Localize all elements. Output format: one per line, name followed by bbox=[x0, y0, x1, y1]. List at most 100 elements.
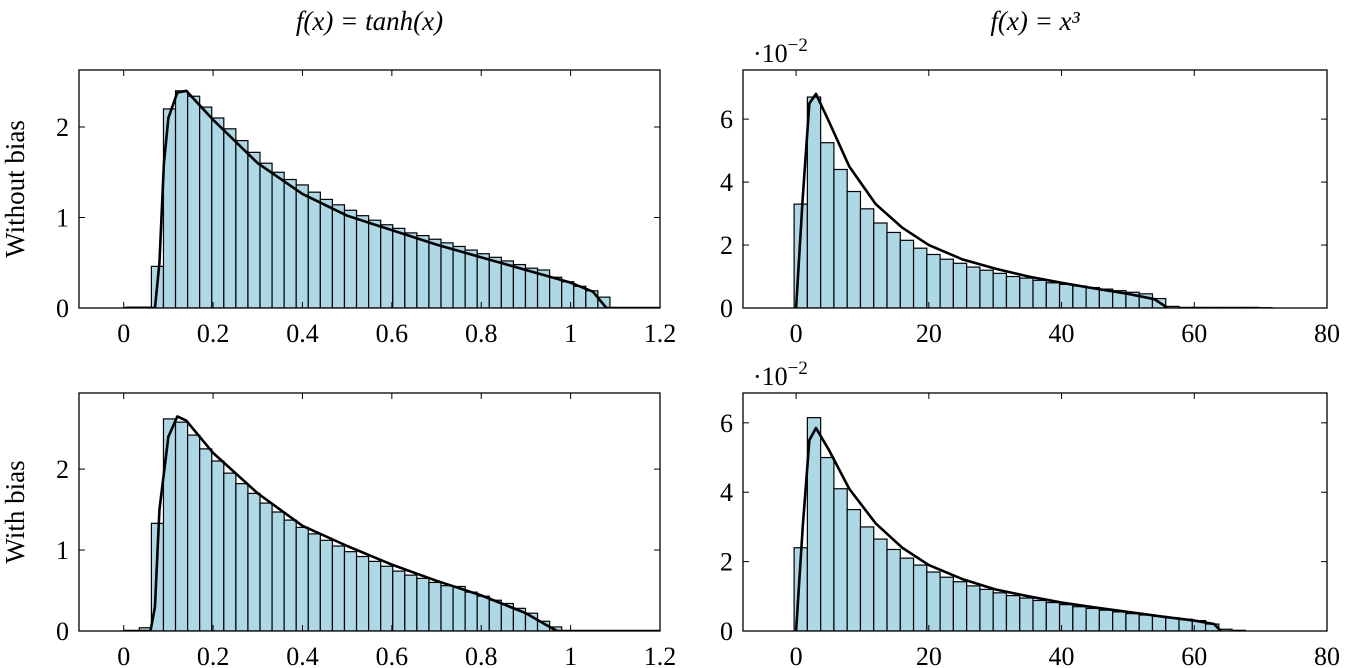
bar bbox=[512, 263, 527, 308]
bar bbox=[1085, 607, 1100, 631]
bar bbox=[561, 281, 575, 308]
x-tick-label: 1 bbox=[564, 642, 577, 668]
bar bbox=[235, 139, 249, 308]
bar bbox=[1151, 615, 1167, 631]
bar bbox=[428, 581, 442, 631]
bar bbox=[271, 511, 285, 631]
bar bbox=[307, 191, 321, 308]
bar bbox=[464, 591, 478, 631]
bar bbox=[846, 190, 862, 308]
y-tick-label: 2 bbox=[56, 455, 69, 484]
bar bbox=[452, 245, 466, 308]
bar bbox=[820, 456, 835, 631]
plot-area bbox=[793, 417, 1246, 631]
bar bbox=[899, 557, 915, 631]
bar bbox=[1045, 282, 1061, 308]
axes-frame bbox=[742, 392, 1328, 632]
bar bbox=[211, 460, 225, 631]
multiplier-base: ·10 bbox=[753, 362, 788, 391]
plot-area bbox=[123, 89, 660, 308]
bar bbox=[476, 595, 490, 631]
bar bbox=[295, 184, 309, 308]
bar bbox=[319, 198, 334, 308]
bar bbox=[886, 231, 901, 308]
bar bbox=[846, 508, 862, 631]
bar bbox=[979, 588, 994, 631]
multiplier-exponent: −2 bbox=[788, 358, 808, 379]
bar bbox=[283, 519, 297, 631]
subplot: 0 0.2 0.4 0.6 0.8 1 1.2 0 1 2 With bias bbox=[0, 392, 676, 668]
bar bbox=[992, 272, 1008, 308]
bar bbox=[307, 533, 321, 631]
x-tick-label: 0.8 bbox=[465, 319, 498, 348]
axes-frame bbox=[78, 392, 661, 632]
bar bbox=[1112, 611, 1127, 631]
bar bbox=[368, 560, 382, 631]
bar bbox=[211, 117, 225, 308]
y-tick-label: 2 bbox=[56, 113, 69, 142]
bar bbox=[416, 577, 430, 631]
bar bbox=[1005, 595, 1021, 631]
bar bbox=[452, 585, 466, 631]
bar bbox=[440, 585, 454, 631]
x-tick-label: 0.2 bbox=[197, 319, 230, 348]
x-tick-label: 60 bbox=[1181, 319, 1207, 348]
density-curve bbox=[794, 426, 1222, 631]
bar bbox=[873, 222, 888, 308]
x-tick-label: 80 bbox=[1314, 319, 1340, 348]
bar bbox=[235, 483, 249, 631]
bar bbox=[820, 142, 835, 308]
bar bbox=[283, 178, 297, 308]
bar bbox=[1032, 599, 1047, 631]
bar bbox=[597, 296, 611, 308]
bar bbox=[1019, 277, 1034, 308]
bar bbox=[187, 95, 201, 308]
x-tick-label: 0 bbox=[117, 319, 130, 348]
bar bbox=[295, 526, 309, 631]
bar bbox=[1032, 279, 1047, 308]
subplot: 0 0.2 0.4 0.6 0.8 1 1.2 0 1 2 f(x) = tanh(x) Withou… bbox=[0, 6, 676, 348]
bar bbox=[404, 232, 418, 308]
bar bbox=[331, 204, 346, 308]
bar bbox=[162, 418, 177, 631]
subplot: 0 20 40 60 80 0 2 4 6 f(x) = x³ ·10−2 bbox=[720, 6, 1340, 348]
bar bbox=[585, 290, 599, 308]
y-tick-label: 2 bbox=[720, 548, 733, 577]
bar bbox=[886, 548, 901, 631]
bar bbox=[966, 266, 981, 308]
bar bbox=[873, 538, 888, 631]
bar bbox=[859, 526, 875, 631]
subplot: 0 20 40 60 80 0 2 4 6 ·10−2 bbox=[720, 358, 1340, 668]
bar bbox=[952, 581, 968, 631]
bar bbox=[355, 555, 370, 631]
bar bbox=[806, 96, 822, 308]
y-tick-label: 0 bbox=[720, 294, 733, 323]
bar bbox=[343, 551, 358, 631]
bar bbox=[247, 492, 261, 631]
bar bbox=[464, 249, 478, 308]
x-tick-label: 0.4 bbox=[286, 319, 319, 348]
y-multiplier: ·10−2 bbox=[753, 358, 808, 391]
bar bbox=[833, 168, 848, 308]
bar bbox=[187, 434, 201, 631]
bar bbox=[199, 106, 213, 308]
x-tick-label: 40 bbox=[1049, 642, 1075, 668]
bar bbox=[174, 90, 189, 308]
bar bbox=[859, 208, 875, 308]
bar bbox=[833, 488, 848, 631]
bar bbox=[223, 128, 237, 308]
row-label: Without bias bbox=[0, 120, 30, 258]
bar bbox=[440, 242, 454, 308]
bar bbox=[1085, 286, 1100, 308]
bar bbox=[368, 219, 382, 308]
y-tick-label: 0 bbox=[56, 617, 69, 646]
x-tick-label: 0.6 bbox=[376, 642, 409, 668]
x-tick-label: 1 bbox=[564, 319, 577, 348]
x-tick-label: 60 bbox=[1181, 642, 1207, 668]
bar bbox=[247, 151, 261, 308]
x-tick-label: 0.2 bbox=[197, 642, 230, 668]
x-tick-label: 0 bbox=[790, 642, 803, 668]
bar bbox=[1165, 617, 1180, 631]
x-tick-label: 0 bbox=[117, 642, 130, 668]
